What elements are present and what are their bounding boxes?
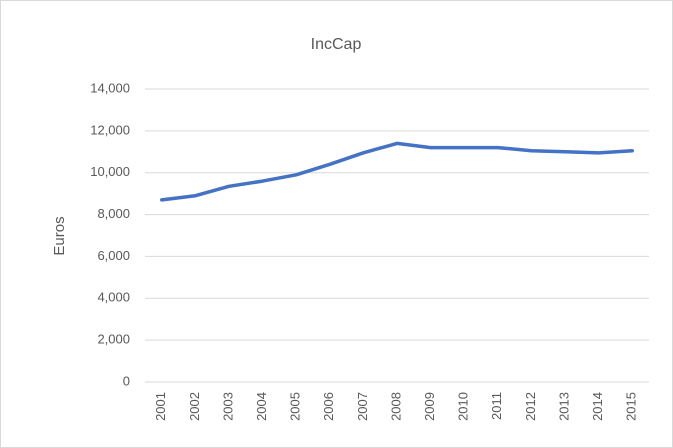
- x-tick-label: 2014: [590, 392, 605, 421]
- x-tick-label: 2010: [456, 392, 471, 421]
- y-tick-label: 14,000: [90, 80, 130, 95]
- y-tick-label: 2,000: [97, 332, 130, 347]
- y-tick-label: 10,000: [90, 164, 130, 179]
- x-tick-label: 2003: [220, 392, 235, 421]
- line-series: [160, 141, 634, 202]
- y-axis-label: Euros: [51, 216, 68, 255]
- x-tick-label: 2001: [153, 392, 168, 421]
- y-tick-label: 12,000: [90, 122, 130, 137]
- y-tick-label: 0: [123, 373, 130, 388]
- y-tick-label: 4,000: [97, 290, 130, 305]
- x-tick-label: 2004: [254, 392, 269, 421]
- x-tick-label: 2009: [422, 392, 437, 421]
- x-tick-label: 2002: [187, 392, 202, 421]
- x-tick-label: 2006: [321, 392, 336, 421]
- chart-title: IncCap: [311, 36, 362, 53]
- y-tick-label: 8,000: [97, 206, 130, 221]
- x-tick-label: 2013: [556, 392, 571, 421]
- x-tick-label: 2015: [624, 392, 639, 421]
- x-tick-label: 2011: [489, 392, 504, 420]
- x-tick-label: 2008: [388, 392, 403, 421]
- x-tick-label: 2007: [355, 392, 370, 421]
- x-tick-label: 2005: [288, 392, 303, 421]
- y-tick-label: 6,000: [97, 248, 130, 263]
- x-tick-label: 2012: [523, 392, 538, 421]
